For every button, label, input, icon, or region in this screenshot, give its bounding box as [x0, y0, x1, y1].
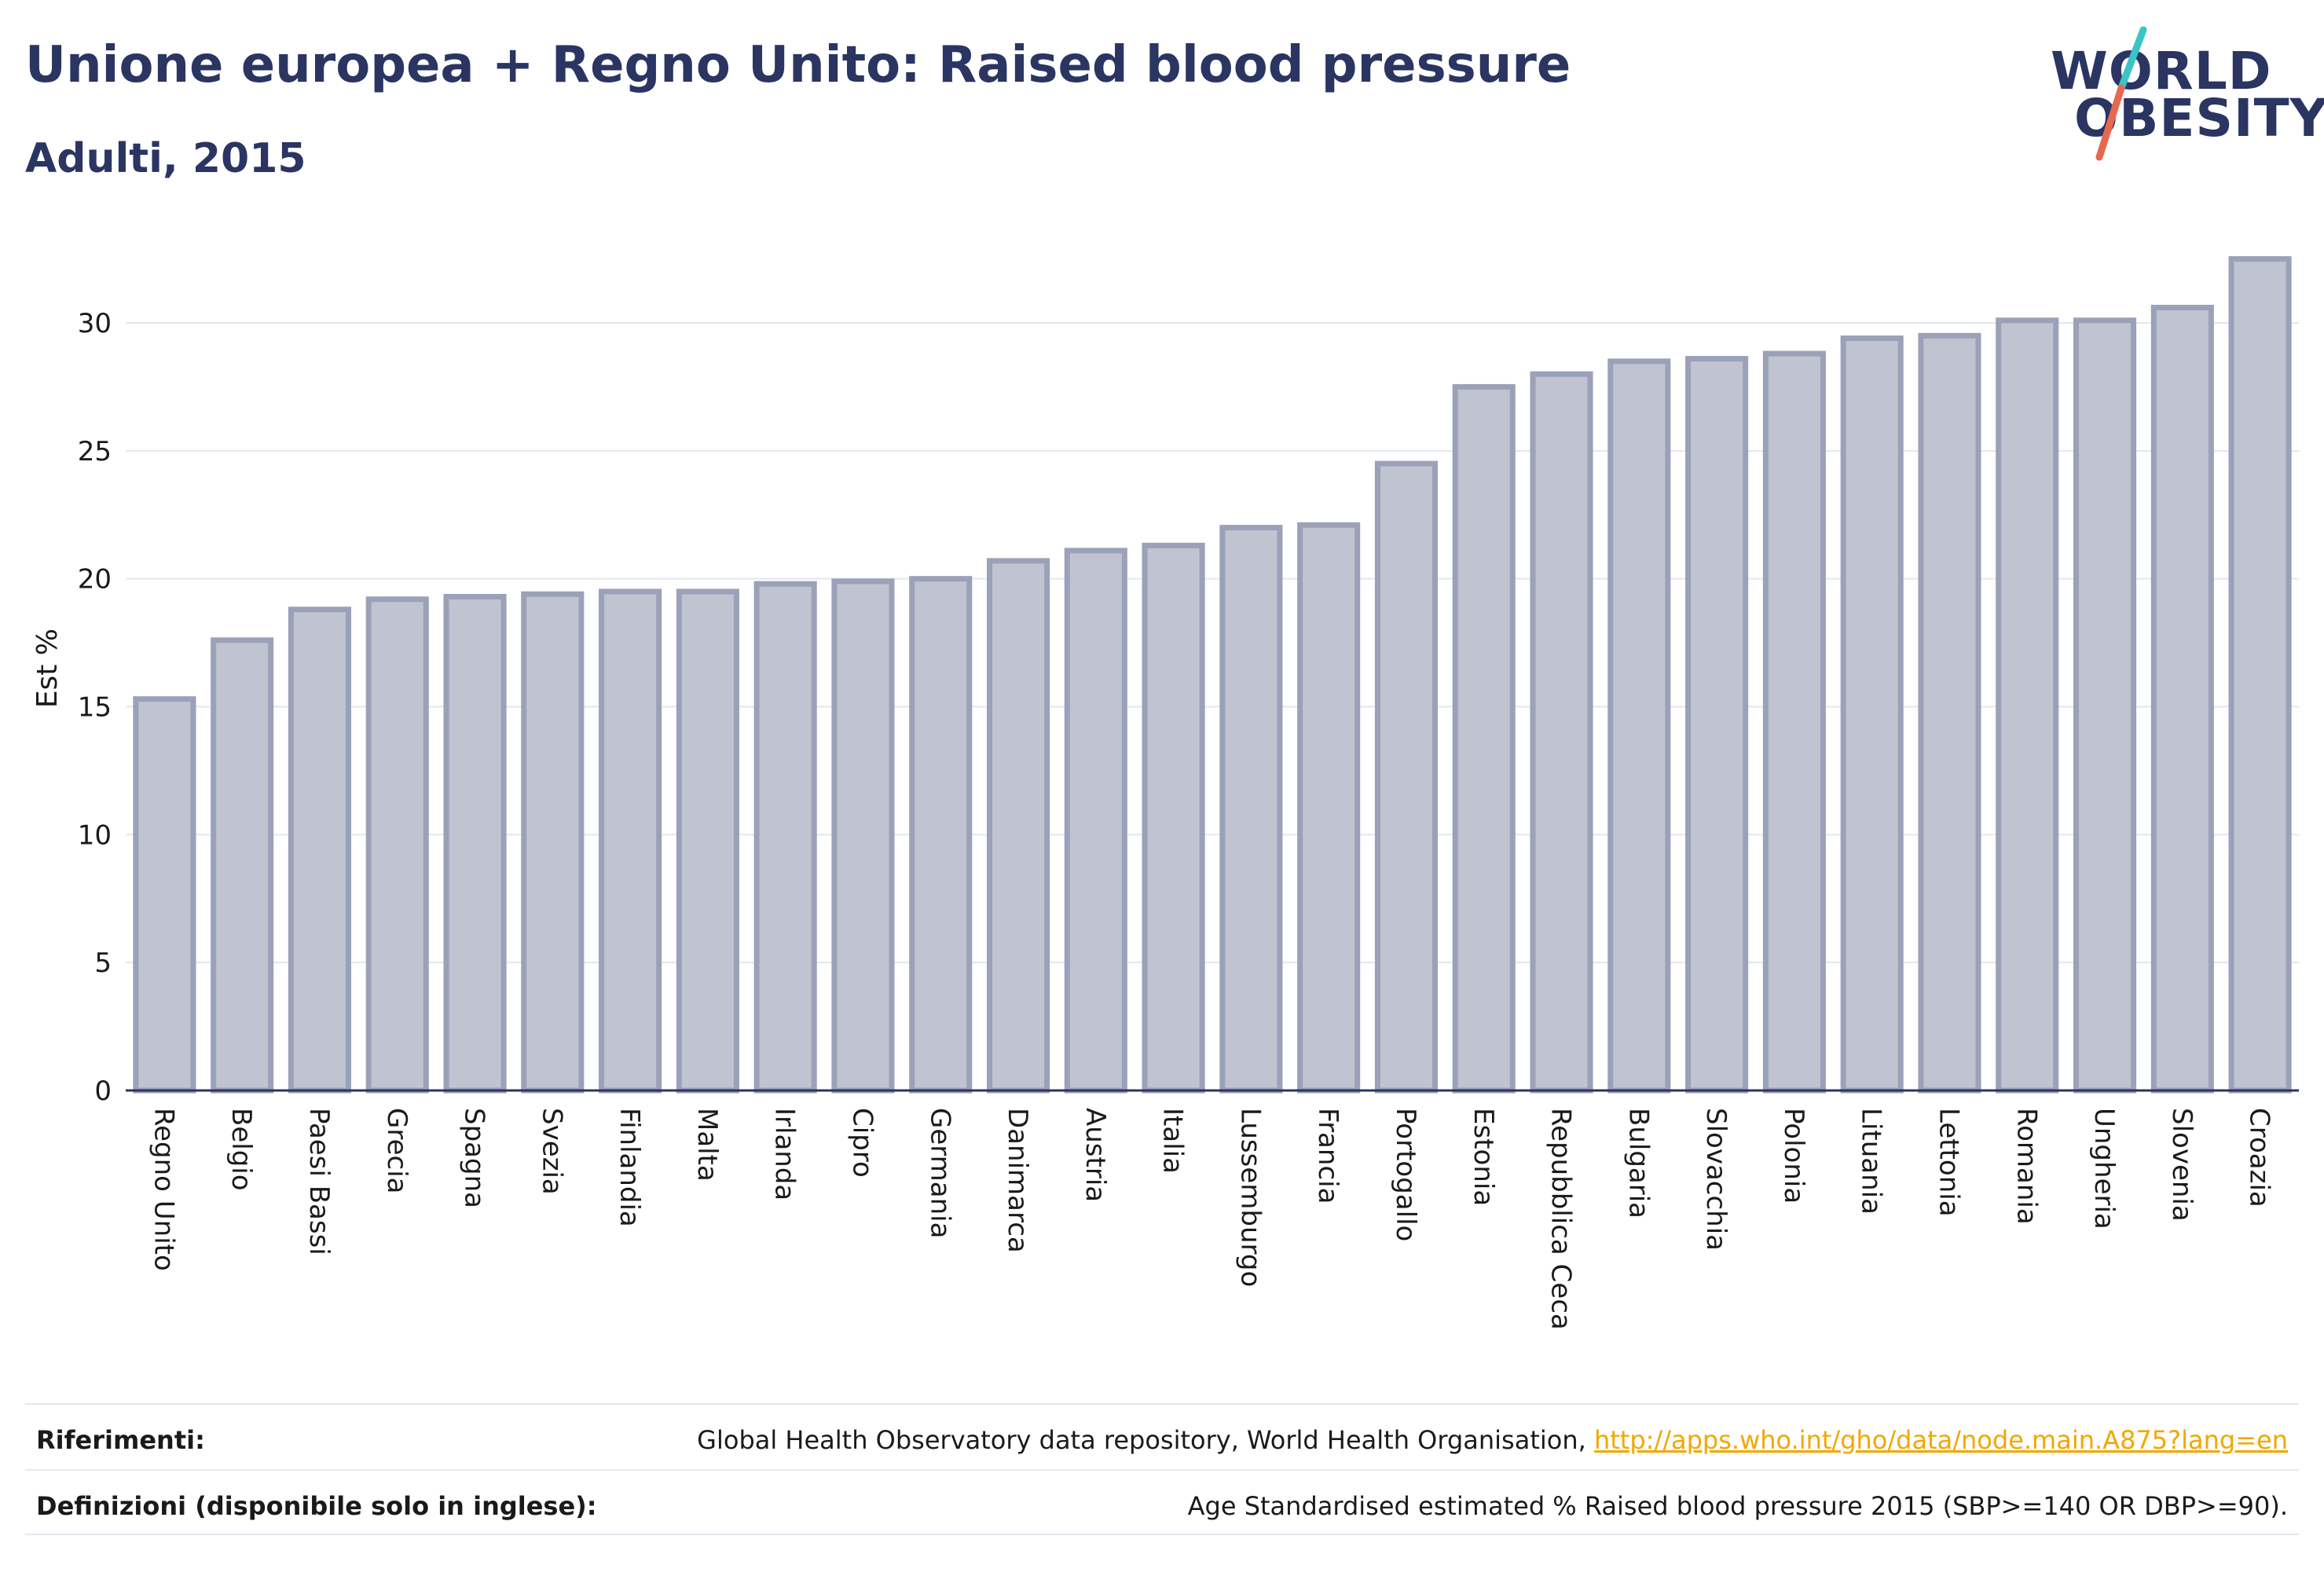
- bar: [2073, 317, 2137, 1094]
- x-tick-label: Estonia: [1468, 1108, 1499, 1206]
- bar: [1607, 358, 1671, 1094]
- bar: [676, 588, 739, 1094]
- bar: [986, 558, 1050, 1094]
- bar: [2150, 304, 2214, 1094]
- bar: [831, 578, 895, 1094]
- y-tick-label: 30: [78, 308, 112, 339]
- bar: [288, 607, 352, 1094]
- y-axis-label: Est %: [31, 629, 64, 708]
- bar-chart: 0 5 10 15 20 25 30 Est % Regno Unito Belgio Paesi …: [31, 256, 2299, 1330]
- references-text: Global Health Observatory data repositor…: [697, 1425, 1594, 1455]
- y-tick-label: 15: [78, 692, 112, 724]
- x-tick-label: Lettonia: [1933, 1108, 1964, 1217]
- bar: [2228, 256, 2292, 1094]
- x-tick-label: Polonia: [1778, 1108, 1809, 1204]
- x-tick-label: Paesi Bassi: [303, 1108, 335, 1255]
- bar: [1918, 332, 1981, 1094]
- y-tick-label: 10: [78, 819, 112, 851]
- x-tick-label: Grecia: [381, 1108, 412, 1193]
- references-row: Riferimenti: Global Health Observatory d…: [25, 1408, 2299, 1471]
- bar: [365, 596, 429, 1094]
- x-tick-label: Croazia: [2244, 1108, 2275, 1208]
- references-value: Global Health Observatory data repositor…: [697, 1425, 2288, 1455]
- x-tick-label: Irlanda: [769, 1108, 801, 1200]
- x-tick-label: Cipro: [846, 1108, 878, 1178]
- bar: [1762, 350, 1826, 1094]
- x-tick-label: Repubblica Ceca: [1545, 1108, 1577, 1330]
- world-obesity-logo: WORLD OBESITY: [2051, 24, 2324, 165]
- references-link[interactable]: http://apps.who.int/gho/data/node.main.A…: [1593, 1425, 2288, 1455]
- bar: [1297, 522, 1361, 1094]
- bar: [443, 593, 507, 1094]
- x-tick-label: Austria: [1080, 1108, 1111, 1202]
- x-tick-label: Ungheria: [2088, 1108, 2120, 1230]
- bar: [1685, 356, 1749, 1094]
- bar: [1142, 542, 1205, 1094]
- x-tick-label: Spagna: [459, 1108, 490, 1208]
- x-tick-label: Svezia: [536, 1108, 567, 1195]
- x-tick-label: Lituania: [1856, 1108, 1887, 1215]
- bar: [1840, 335, 1904, 1094]
- bar: [1374, 460, 1439, 1094]
- x-tick-label: Bulgaria: [1622, 1108, 1654, 1219]
- logo-slash-icon: [2095, 26, 2147, 161]
- footer-divider-bottom: [25, 1534, 2299, 1535]
- footer-divider-middle: [25, 1469, 2299, 1471]
- bar: [1064, 548, 1127, 1094]
- x-tick-label: Lussemburgo: [1234, 1108, 1266, 1287]
- x-tick-label: Romania: [2011, 1108, 2042, 1225]
- bar: [1996, 317, 2059, 1094]
- bar: [753, 581, 817, 1094]
- bar: [1530, 371, 1593, 1094]
- chart-subtitle: Adulti, 2015: [25, 135, 306, 182]
- bar: [211, 637, 274, 1094]
- bar: [521, 591, 585, 1094]
- y-tick-label: 0: [94, 1076, 112, 1107]
- bar: [1219, 525, 1283, 1094]
- x-tick-label: Slovacchia: [1700, 1108, 1732, 1251]
- bar: [1452, 383, 1516, 1094]
- x-tick-label: Regno Unito: [148, 1108, 179, 1271]
- y-tick-label: 20: [78, 564, 112, 596]
- definitions-value: Age Standardised estimated % Raised bloo…: [1187, 1491, 2288, 1521]
- x-tick-label: Malta: [691, 1108, 723, 1182]
- x-tick-label: Belgio: [225, 1108, 257, 1191]
- definitions-row: Definizioni (disponibile solo in inglese…: [25, 1474, 2299, 1537]
- bar: [133, 696, 196, 1094]
- y-tick-label: 5: [94, 947, 112, 979]
- bar: [599, 588, 662, 1094]
- chart-title: Unione europea + Regno Unito: Raised blo…: [25, 36, 1571, 94]
- y-tick-label: 25: [78, 436, 112, 467]
- x-tick-label: Portogallo: [1390, 1108, 1421, 1241]
- bar: [909, 576, 973, 1094]
- footer-divider-top: [25, 1403, 2299, 1405]
- x-tick-label: Italia: [1157, 1108, 1189, 1174]
- definitions-label: Definizioni (disponibile solo in inglese…: [36, 1491, 597, 1521]
- x-tick-label: Danimarca: [1002, 1108, 1033, 1253]
- x-tick-label: Francia: [1312, 1108, 1343, 1204]
- x-tick-label: Slovenia: [2166, 1108, 2198, 1222]
- logo-text-world: WORLD: [2051, 41, 2272, 101]
- x-tick-label: Finlandia: [614, 1108, 645, 1227]
- x-tick-label: Germania: [924, 1108, 955, 1238]
- references-label: Riferimenti:: [36, 1425, 205, 1455]
